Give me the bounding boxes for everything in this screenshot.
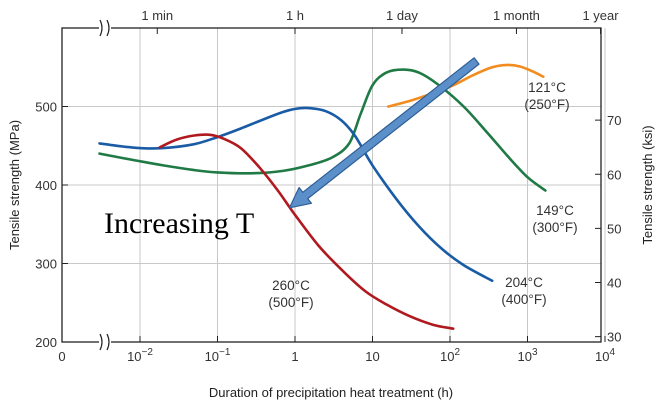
y-right-tick-label: 40 xyxy=(607,276,621,291)
y-right-tick-label: 60 xyxy=(607,167,621,182)
increasing-t-arrow xyxy=(288,57,480,209)
series-line-3 xyxy=(98,106,494,283)
top-tick-label: 1 day xyxy=(386,8,418,23)
axis-break-mark-top xyxy=(99,19,103,37)
series-line-2 xyxy=(98,68,547,192)
series-labels: 121°C (250°F) 149°C (300°F) 204°C (400°F) 260°… xyxy=(268,80,577,310)
x-tick-label: 102 xyxy=(440,347,460,364)
y-tick-label: 200 xyxy=(35,335,57,350)
series-label-temp-c: 149°C xyxy=(536,203,574,218)
series-label-temp-c: 204°C xyxy=(505,275,543,290)
x-tick-label: 10−1 xyxy=(205,347,231,364)
y-tick-label: 300 xyxy=(35,257,57,272)
top-tick-label: 1 year xyxy=(582,8,619,23)
series-label-temp-f: (400°F) xyxy=(501,292,546,307)
x-axis-title: Duration of precipitation heat treatment… xyxy=(209,385,453,400)
series-label-temp-c: 121°C xyxy=(528,80,566,95)
x-tick-label: 10 xyxy=(365,349,379,364)
series-label-temp-f: (250°F) xyxy=(524,97,569,112)
axis-break-mark-bottom xyxy=(106,333,110,351)
x-tick-label: 10−2 xyxy=(127,347,153,364)
ticks: 10−2 10−1 1 10 102 103 104 0 1 min 1 h 1 day 1 mont… xyxy=(35,8,621,364)
x-tick-label: 104 xyxy=(595,347,615,364)
x-tick-label: 103 xyxy=(517,347,537,364)
y-right-tick-label: 50 xyxy=(607,221,621,236)
top-tick-label: 1 h xyxy=(286,8,304,23)
y-right-tick-label: 30 xyxy=(607,330,621,345)
x-tick-label: 1 xyxy=(291,349,298,364)
axis-breaks xyxy=(99,19,111,351)
series-label-temp-f: (500°F) xyxy=(268,295,313,310)
y-tick-label: 400 xyxy=(35,178,57,193)
top-tick-label: 1 month xyxy=(493,8,540,23)
grid xyxy=(62,28,606,342)
axis-break-mark-top xyxy=(106,19,110,37)
series-label-temp-f: (300°F) xyxy=(532,220,577,235)
series-line-4 xyxy=(158,133,455,330)
annotation-increasing-t: Increasing T xyxy=(104,207,254,240)
y-axis-right-title: Tensile strength (ksi) xyxy=(640,125,655,244)
series-lines xyxy=(98,63,547,330)
series-line-1 xyxy=(387,63,545,108)
series-label-temp-c: 260°C xyxy=(272,278,310,293)
y-axis-title: Tensile strength (MPa) xyxy=(7,120,22,250)
y-right-tick-label: 70 xyxy=(607,113,621,128)
axis-break-mark-bottom xyxy=(99,333,103,351)
x-zero-label: 0 xyxy=(58,349,65,364)
top-tick-label: 1 min xyxy=(141,8,173,23)
arrow-shape xyxy=(288,57,480,209)
y-tick-label: 500 xyxy=(35,100,57,115)
